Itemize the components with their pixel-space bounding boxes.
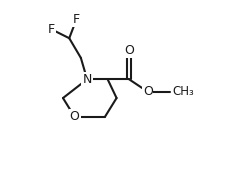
Text: O: O: [69, 110, 79, 123]
Text: F: F: [48, 23, 55, 36]
Text: O: O: [124, 44, 133, 57]
Text: CH₃: CH₃: [172, 85, 194, 98]
Text: N: N: [82, 73, 91, 86]
Text: O: O: [142, 85, 152, 98]
Text: F: F: [72, 13, 80, 26]
